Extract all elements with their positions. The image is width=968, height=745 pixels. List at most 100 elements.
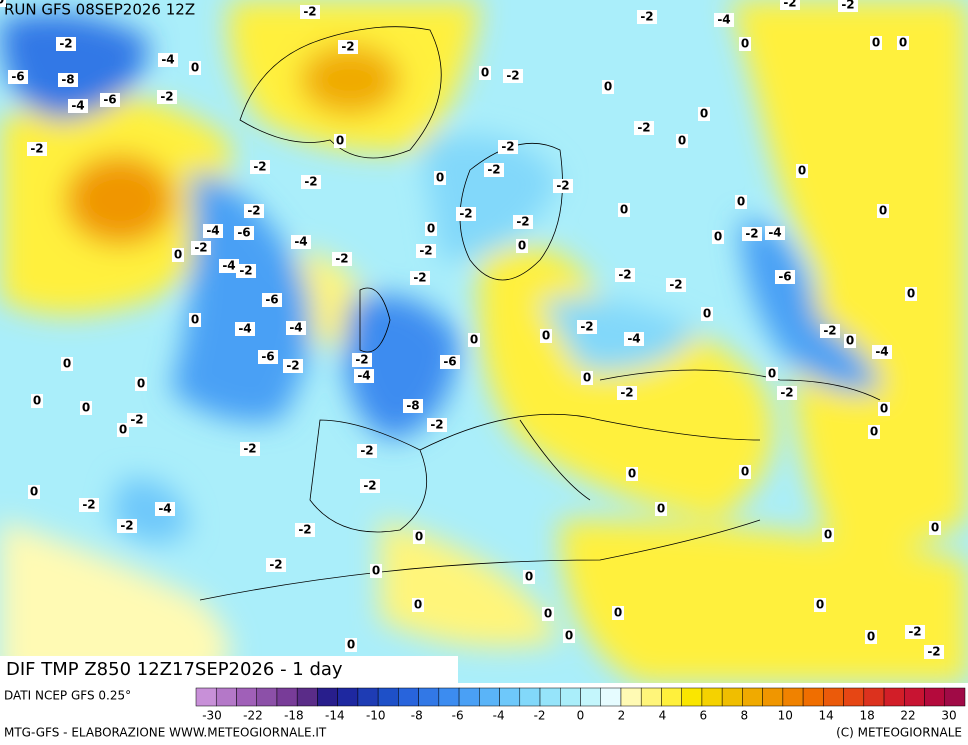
contour-label: -4: [158, 502, 171, 516]
contour-label: -2: [780, 386, 793, 400]
contour-label: 0: [82, 401, 90, 415]
colorbar-tick-label: -2: [534, 709, 546, 723]
label-box: [735, 195, 747, 209]
contour-label: -8: [406, 399, 419, 413]
colorbar-swatch: [802, 687, 824, 707]
map-caption: DIF TMP Z850 12Z17SEP2026 - 1 day: [6, 659, 343, 680]
colorbar-swatch: [863, 687, 885, 707]
label-box: [79, 498, 99, 512]
colorbar-swatch: [620, 687, 642, 707]
colorbar-tick-label: 10: [778, 709, 793, 723]
colorbar-swatch: [924, 687, 946, 707]
label-box: [617, 386, 637, 400]
label-box: [31, 394, 43, 408]
contour-label: 0: [33, 394, 41, 408]
label-box: [283, 359, 303, 373]
contour-label: -2: [669, 278, 682, 292]
contour-label: 0: [846, 334, 854, 348]
contour-label: -2: [618, 268, 631, 282]
contour-label: -2: [459, 207, 472, 221]
colorbar-swatch: [458, 687, 480, 707]
contour-label: -4: [238, 322, 251, 336]
contour-label: 0: [174, 248, 182, 262]
colorbar-tick-label: 30: [941, 709, 956, 723]
contour-label: -4: [768, 226, 781, 240]
contour-label: 0: [544, 607, 552, 621]
label-box: [513, 215, 533, 229]
label-box: [865, 630, 877, 644]
colorbar-tick-label: -30: [202, 709, 222, 723]
contour-label: 0: [427, 222, 435, 236]
label-box: [796, 164, 808, 178]
colorbar-swatch: [883, 687, 905, 707]
label-box: [416, 244, 436, 258]
contour-label: -2: [30, 142, 43, 156]
contour-label: 0: [191, 313, 199, 327]
contour-label: 0: [481, 66, 489, 80]
colorbar-swatch: [418, 687, 440, 707]
contour-label: 0: [678, 134, 686, 148]
label-box: [666, 278, 686, 292]
label-box: [929, 521, 941, 535]
label-box: [189, 61, 201, 75]
contour-label: 0: [768, 367, 776, 381]
colorbar-swatch: [843, 687, 865, 707]
label-box: [235, 322, 255, 336]
contour-label: -2: [59, 37, 72, 51]
contour-label: 0: [191, 61, 199, 75]
label-box: [410, 271, 430, 285]
colorbar-swatch: [256, 687, 278, 707]
label-box: [498, 140, 518, 154]
label-box: [236, 264, 256, 278]
colorbar-swatch: [236, 687, 257, 707]
contour-label: -2: [243, 442, 256, 456]
contour-label: 0: [714, 230, 722, 244]
contour-label: -2: [908, 625, 921, 639]
contour-label: -2: [355, 353, 368, 367]
label-box: [484, 163, 504, 177]
contour-label: 0: [880, 402, 888, 416]
label-box: [157, 90, 177, 104]
contour-label: -2: [303, 5, 316, 19]
contour-label: -4: [206, 224, 219, 238]
label-box: [0, 0, 6, 7]
contour-label: -2: [745, 227, 758, 241]
label-box: [712, 230, 724, 244]
label-box: [427, 418, 447, 432]
contour-label: -2: [341, 40, 354, 54]
colorbar-swatch: [701, 687, 723, 707]
colorbar-tick-label: -22: [243, 709, 263, 723]
contour-label: -2: [298, 523, 311, 537]
label-box: [468, 333, 480, 347]
colorbar-tick-label: 22: [900, 709, 915, 723]
contour-label: 0: [583, 371, 591, 385]
label-box: [739, 465, 751, 479]
contour-label: -6: [103, 93, 116, 107]
contour-label: -2: [501, 140, 514, 154]
colorbar-swatch: [580, 687, 601, 707]
label-box: [553, 179, 573, 193]
contour-label: -2: [487, 163, 500, 177]
contour-label: -2: [253, 160, 266, 174]
contour-label: -2: [783, 0, 796, 10]
label-box: [56, 37, 76, 51]
label-box: [172, 248, 184, 262]
contour-label: -2: [637, 121, 650, 135]
label-box: [612, 606, 624, 620]
colorbar-swatch: [762, 687, 784, 707]
contour-label: 0: [737, 195, 745, 209]
label-box: [61, 357, 73, 371]
label-box: [117, 423, 129, 437]
label-box: [301, 175, 321, 189]
label-box: [203, 224, 223, 238]
credit: MTG-GFS - ELABORAZIONE WWW.METEOGIORNALE…: [4, 726, 327, 740]
label-box: [8, 70, 28, 84]
label-box: [878, 402, 890, 416]
contour-label: 0: [137, 377, 145, 391]
label-box: [820, 324, 840, 338]
contour-label: 0: [0, 0, 4, 7]
contour-label: 0: [620, 203, 628, 217]
colorbar-tick-label: -18: [284, 709, 304, 723]
label-box: [295, 523, 315, 537]
label-box: [332, 252, 352, 266]
